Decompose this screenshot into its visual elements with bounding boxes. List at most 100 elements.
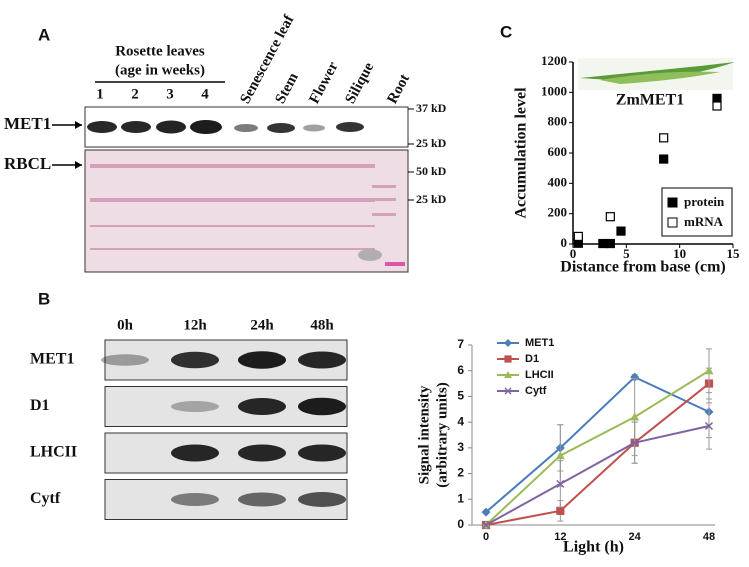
panel-label: B [38,289,50,308]
lane-label: 2 [131,86,139,102]
group-label: Rosette leaves [115,43,205,59]
legend-marker [504,339,512,347]
series-line [485,425,710,526]
legend-swatch [667,217,678,228]
band [298,444,346,462]
band [101,354,149,366]
marker [712,101,722,111]
size-marker: 25 kD [416,136,447,150]
lane-label: 4 [201,86,209,102]
band [171,351,219,369]
row-label: Cytf [30,490,61,507]
y-tick-label: 6 [457,363,464,377]
band [238,351,286,369]
x-axis-label: Distance from base (cm) [560,259,725,276]
y-tick-label: 1000 [541,83,567,98]
time-label: 24h [250,317,274,333]
size-marker: 37 kD [416,101,447,115]
y-tick-label: 1 [457,491,464,505]
marker [712,93,722,104]
blot-rbcl [84,149,409,273]
marker [704,421,714,431]
marker [704,366,714,375]
marker [598,238,608,249]
tissue-label: Stem [272,70,302,107]
y-tick-label: 800 [548,114,568,129]
series-line [485,369,710,526]
band [171,444,219,462]
legend-label: protein [684,194,725,209]
y-tick-label: 1200 [541,53,567,68]
row-label: RBCL [4,154,51,173]
band [298,351,346,369]
marker [605,212,615,222]
x-tick-label: 48 [703,531,715,543]
marker [481,520,491,530]
marker [630,438,639,447]
size-marker: 25 kD [416,192,447,206]
x-tick-label: 10 [673,246,686,261]
legend-marker [504,355,512,363]
marker [556,506,565,515]
annotation: ZmMET1 [616,92,684,109]
marker [573,231,583,242]
row-label: MET1 [30,351,74,368]
x-tick-label: 0 [570,246,577,261]
y-axis-label: (arbitrary units) [434,382,450,487]
legend-box [661,187,733,237]
marker [605,238,615,249]
time-label: 48h [310,317,334,333]
y-tick-label: 0 [561,235,568,250]
band [238,398,286,415]
y-tick-label: 400 [548,174,568,189]
marker [659,154,669,164]
row-label: D1 [30,397,50,414]
legend-marker [504,371,512,378]
lane-label: 3 [166,86,174,102]
legend-label: D1 [525,353,539,365]
marker [556,479,565,488]
panel-label: C [500,22,512,41]
tissue-label: Root [384,72,413,107]
x-tick-label: 0 [483,531,489,543]
row-label: MET1 [4,114,51,133]
x-tick-label: 24 [629,531,642,543]
y-tick-label: 2 [457,466,464,480]
band [171,401,219,412]
time-label: 12h [183,317,207,333]
arrowhead [75,161,82,169]
x-tick-label: 5 [623,246,630,261]
lane-label: 1 [96,86,104,102]
marker [481,507,491,517]
group-label: (age in weeks) [115,62,205,78]
band [171,493,219,506]
leaf-image [578,58,735,90]
marker [659,133,669,143]
y-tick-label: 7 [457,337,464,351]
panel-label: A [38,25,50,44]
band [298,397,346,416]
legend-marker [504,387,512,395]
x-tick-label: 12 [554,531,566,543]
legend-label: Cytf [525,385,547,397]
y-tick-label: 0 [457,517,464,531]
bands [87,120,364,134]
y-tick-label: 5 [457,389,464,403]
row-label: LHCII [30,444,77,461]
marker [630,372,640,382]
y-tick-label: 4 [457,414,464,428]
time-label: 0h [117,317,134,333]
y-axis-label: Signal intensity [416,385,432,484]
legend-label: LHCII [525,369,554,381]
band [238,492,286,507]
marker-ticks [408,108,414,201]
size-marker: 50 kD [416,164,447,178]
y-tick-label: 600 [548,144,568,159]
marker [555,451,565,460]
series-line [485,382,710,526]
x-axis-label: Light (h) [563,539,624,556]
band [238,444,286,462]
tissue-label: Flower [306,59,341,107]
y-axis-label: Accumulation level [513,87,530,219]
